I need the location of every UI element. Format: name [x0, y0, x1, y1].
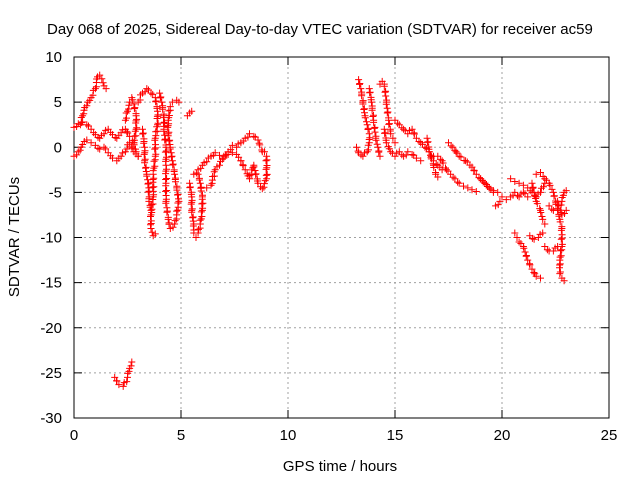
data-point-group	[528, 179, 549, 228]
x-tick-label: 25	[601, 427, 618, 444]
data-point-group	[365, 85, 384, 160]
data-point-group	[380, 125, 425, 165]
y-axis-label: SDTVAR / TECUs	[6, 177, 23, 297]
y-tick-label: -20	[40, 320, 62, 337]
chart-title: Day 068 of 2025, Sidereal Day-to-day VTE…	[47, 21, 593, 38]
data-point-group	[541, 243, 562, 255]
x-tick-label: 0	[70, 427, 78, 444]
data-point-group	[183, 107, 196, 120]
x-tick-label: 20	[494, 427, 511, 444]
data-point-group	[376, 77, 399, 147]
y-tick-label: -30	[40, 410, 62, 427]
data-point-group	[134, 85, 162, 240]
x-tick-labels: 0 5 10 15 20 25	[70, 427, 618, 444]
data-point-group	[70, 136, 142, 165]
data-point-group	[111, 358, 136, 390]
y-tick-label: -15	[40, 275, 62, 292]
data-point-group	[121, 94, 142, 160]
data-point-group	[353, 76, 374, 160]
x-tick-label: 5	[177, 427, 185, 444]
data-point-group	[139, 125, 155, 214]
data-point-group	[532, 169, 568, 285]
data-point-group	[203, 130, 266, 192]
data-point-group	[423, 134, 442, 181]
y-tick-label: -5	[49, 184, 62, 201]
data-point-group	[554, 197, 570, 219]
y-tick-label: 10	[45, 49, 62, 66]
data-point-group	[156, 89, 183, 232]
data-point-group	[492, 188, 532, 210]
data-point-group	[237, 148, 271, 193]
x-axis-label: GPS time / hours	[283, 458, 397, 475]
data-point-group	[76, 71, 110, 129]
x-tick-label: 15	[387, 427, 404, 444]
data-point-group	[526, 229, 547, 243]
x-tick-label: 10	[280, 427, 297, 444]
data-point-group	[430, 152, 480, 195]
data-point-group	[186, 170, 207, 241]
y-tick-label: 0	[54, 139, 62, 156]
y-tick-label: -10	[40, 230, 62, 247]
data-series-sdtvar	[70, 71, 570, 390]
data-point-group	[477, 175, 497, 196]
y-tick-label: 5	[54, 94, 62, 111]
y-tick-label: -25	[40, 365, 62, 382]
data-point-group	[70, 118, 138, 147]
y-tick-labels: 10 5 0 -5 -10 -15 -20 -25 -30	[40, 49, 62, 427]
data-point-group	[511, 229, 544, 282]
